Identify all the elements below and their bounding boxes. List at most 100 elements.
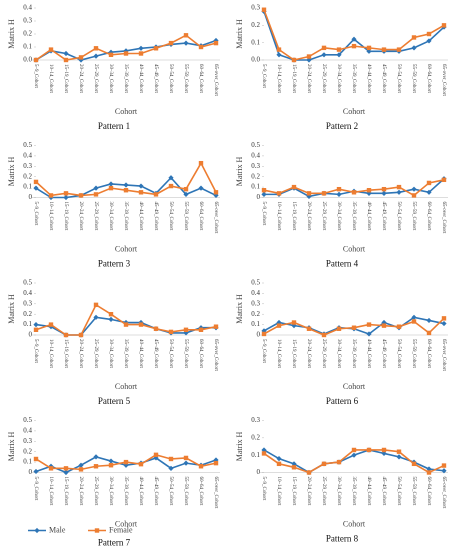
point [153,46,159,51]
point [276,47,282,52]
point [336,47,342,52]
point [168,456,174,462]
x-tick-label: 25–29_Cohort [321,202,326,232]
chart-title: Pattern 5 [98,396,131,406]
x-axis-label: Cohort [115,382,138,391]
y-tick-label: 0.4 [23,4,32,12]
x-tick-label: 10–14_Cohort [48,339,53,369]
point [396,449,402,454]
point [48,193,54,198]
point [63,466,69,471]
point [366,331,372,337]
point [366,45,372,51]
point [198,185,204,191]
x-tick-label: 10–14_Cohort [276,477,281,507]
y-tick-label: 0 [29,468,33,476]
x-tick-label: 35–39_Cohort [351,202,356,232]
x-tick-label: 55–59_Cohort [183,339,188,369]
point [396,47,402,52]
x-axis-label: Cohort [115,244,138,253]
point [123,182,129,188]
x-tick-label: 40–44_Cohort [138,477,143,507]
x-tick-label: 65-over_Cohort [441,477,446,510]
point [321,332,327,338]
x-tick-label: 60–64_Cohort [198,64,203,94]
point [168,40,174,46]
point [93,46,99,51]
point [63,50,69,57]
x-tick-label: 35–39_Cohort [351,477,356,507]
point [411,314,417,320]
y-axis-label: Matrix H [7,19,16,49]
point [336,326,342,331]
point [411,319,417,324]
x-tick-label: 20–24_Cohort [306,64,311,94]
y-tick-label: 0 [257,468,261,476]
point [48,322,54,327]
point [198,44,204,50]
x-tick-label: 50–54_Cohort [396,202,401,232]
x-tick-label: 20–24_Cohort [78,339,83,369]
point [33,179,39,185]
x-tick-label: 40–44_Cohort [138,339,143,369]
x-tick-label: 65-over_Cohort [441,202,446,235]
y-tick-label: 0.3 [23,162,32,170]
x-tick-label: 60–64_Cohort [198,202,203,232]
point [93,302,99,308]
point [411,45,417,51]
point [183,40,189,46]
x-tick-label: 50–54_Cohort [168,202,173,232]
point [396,324,402,329]
x-tick-label: 65-over_Cohort [213,202,218,235]
point [381,190,387,196]
y-tick-label: 0.2 [251,310,260,318]
y-tick-label: 0.4 [23,427,32,435]
point [351,447,357,453]
point [411,186,417,192]
x-tick-label: 65-over_Cohort [213,64,218,97]
x-tick-label: 30–34_Cohort [336,202,341,232]
point [291,184,297,190]
y-tick-label: 0.2 [23,310,32,318]
point [153,192,159,197]
point [108,52,114,57]
point [351,325,357,330]
y-tick-label: 0 [29,331,33,339]
point [381,323,387,328]
point [306,54,312,59]
point [63,57,69,63]
x-tick-label: 60–64_Cohort [426,202,431,232]
x-tick-label: 25–29_Cohort [93,202,98,232]
x-tick-label: 20–24_Cohort [306,477,311,507]
y-tick-label: 0.4 [251,289,260,297]
x-tick-label: 60–64_Cohort [198,477,203,507]
point [381,47,387,52]
point [183,191,189,197]
x-tick-label: 25–29_Cohort [321,477,326,507]
y-tick-label: 0.0 [23,56,32,64]
x-tick-label: 5–9_Cohort [261,339,266,364]
x-tick-label: 45–49_Cohort [153,64,158,94]
x-axis-label: Cohort [115,519,138,528]
y-axis-label: Matrix H [235,19,244,49]
point [138,183,144,189]
y-tick-label: 0.3 [23,437,32,445]
point [33,322,39,328]
point [426,31,432,37]
x-tick-label: 55–59_Cohort [183,64,188,94]
x-tick-label: 55–59_Cohort [411,64,416,94]
point [63,191,69,196]
point [336,459,342,465]
point [351,190,357,195]
point [168,465,174,471]
point [351,452,357,458]
y-tick-label: 0.5 [251,279,260,287]
point [261,451,267,456]
x-tick-label: 35–39_Cohort [123,477,128,507]
point [123,51,129,56]
point [366,188,372,193]
y-tick-label: 0 [257,331,261,339]
point [213,40,219,46]
point [198,464,204,469]
x-tick-label: 25–29_Cohort [321,64,326,94]
